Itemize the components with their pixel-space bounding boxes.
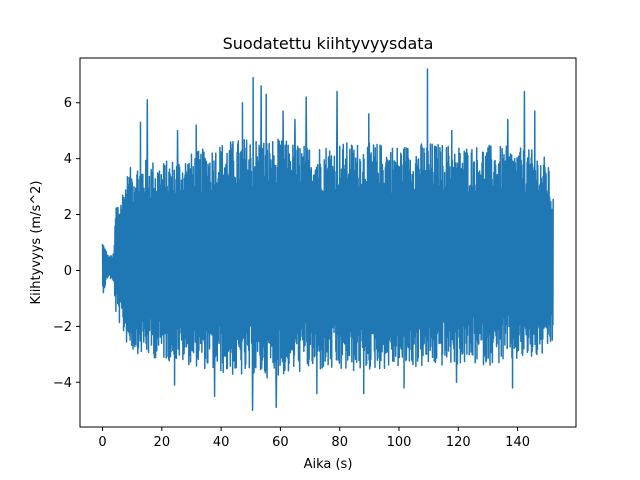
x-axis-ticks: 0 20 40 60 80 100 120 140 bbox=[98, 427, 530, 450]
x-tick-label: 140 bbox=[505, 435, 530, 450]
y-tick-label: 0 bbox=[64, 264, 72, 279]
plot-area bbox=[101, 68, 554, 411]
y-tick-label: 4 bbox=[64, 152, 72, 167]
axes-frame bbox=[79, 57, 577, 428]
y-axis-label: Kiihtyvyys (m/s^2) bbox=[29, 181, 44, 305]
x-tick-label: 120 bbox=[446, 435, 471, 450]
y-axis-ticks: −4 −2 0 2 4 6 bbox=[53, 96, 80, 391]
x-tick-label: 100 bbox=[387, 435, 412, 450]
y-tick-label: 2 bbox=[64, 208, 72, 223]
x-tick-label: 80 bbox=[331, 435, 348, 450]
x-tick-label: 0 bbox=[98, 435, 106, 450]
y-tick-label: −4 bbox=[53, 376, 72, 391]
x-axis-label: Aika (s) bbox=[304, 457, 353, 472]
x-tick-label: 40 bbox=[213, 435, 230, 450]
chart-title: Suodatettu kiihtyvyysdata bbox=[223, 34, 434, 53]
x-tick-label: 60 bbox=[272, 435, 289, 450]
y-tick-label: 6 bbox=[64, 96, 72, 111]
acceleration-series-line bbox=[101, 68, 554, 411]
y-tick-label: −2 bbox=[53, 320, 72, 335]
x-tick-label: 20 bbox=[154, 435, 171, 450]
